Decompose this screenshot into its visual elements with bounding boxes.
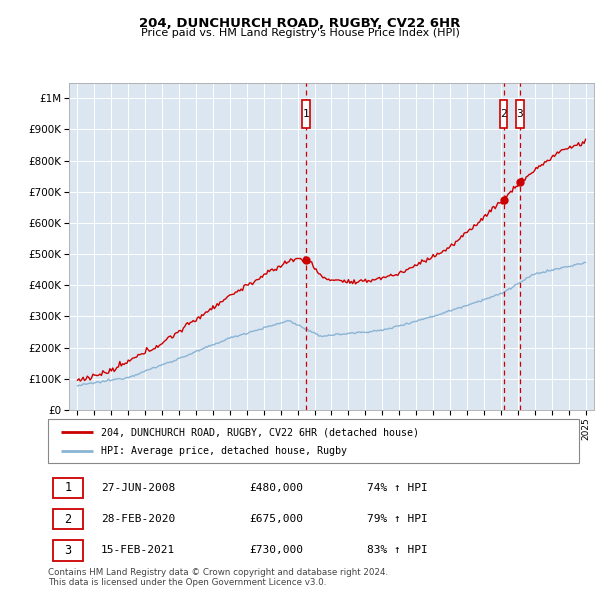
- Text: £480,000: £480,000: [250, 483, 304, 493]
- Text: 27-JUN-2008: 27-JUN-2008: [101, 483, 175, 493]
- Text: 2: 2: [500, 109, 507, 119]
- Bar: [500, 100, 507, 128]
- Text: 79% ↑ HPI: 79% ↑ HPI: [367, 514, 427, 524]
- Text: Contains HM Land Registry data © Crown copyright and database right 2024.
This d: Contains HM Land Registry data © Crown c…: [48, 568, 388, 587]
- Text: 83% ↑ HPI: 83% ↑ HPI: [367, 545, 427, 555]
- Text: 3: 3: [64, 544, 71, 557]
- Text: HPI: Average price, detached house, Rugby: HPI: Average price, detached house, Rugb…: [101, 446, 347, 455]
- Text: 15-FEB-2021: 15-FEB-2021: [101, 545, 175, 555]
- Text: 1: 1: [302, 109, 310, 119]
- Text: 204, DUNCHURCH ROAD, RUGBY, CV22 6HR (detached house): 204, DUNCHURCH ROAD, RUGBY, CV22 6HR (de…: [101, 427, 419, 437]
- Bar: [516, 100, 524, 128]
- Text: £730,000: £730,000: [250, 545, 304, 555]
- Text: Price paid vs. HM Land Registry's House Price Index (HPI): Price paid vs. HM Land Registry's House …: [140, 28, 460, 38]
- Text: 28-FEB-2020: 28-FEB-2020: [101, 514, 175, 524]
- Text: 1: 1: [64, 481, 71, 494]
- Bar: [302, 100, 310, 128]
- Bar: [53, 540, 83, 560]
- Text: 204, DUNCHURCH ROAD, RUGBY, CV22 6HR: 204, DUNCHURCH ROAD, RUGBY, CV22 6HR: [139, 17, 461, 30]
- Bar: [53, 509, 83, 529]
- Text: £675,000: £675,000: [250, 514, 304, 524]
- Text: 3: 3: [517, 109, 523, 119]
- Bar: [53, 477, 83, 499]
- Text: 74% ↑ HPI: 74% ↑ HPI: [367, 483, 427, 493]
- Text: 2: 2: [64, 513, 71, 526]
